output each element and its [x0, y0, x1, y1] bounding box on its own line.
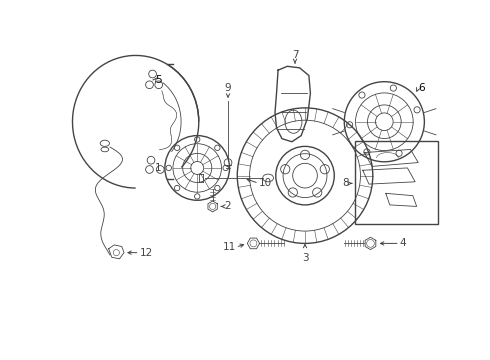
Text: 4: 4: [400, 238, 406, 248]
Text: 7: 7: [292, 50, 298, 60]
Bar: [355, 141, 438, 224]
Text: 5: 5: [155, 75, 162, 85]
Text: 1: 1: [154, 163, 161, 173]
Text: 10: 10: [259, 178, 272, 188]
Text: 3: 3: [302, 253, 308, 263]
Text: 9: 9: [225, 83, 231, 93]
Text: 11: 11: [222, 242, 236, 252]
Text: 12: 12: [140, 248, 153, 258]
Text: 8: 8: [343, 178, 349, 188]
Text: 2: 2: [224, 202, 231, 211]
Text: 6: 6: [418, 83, 425, 93]
